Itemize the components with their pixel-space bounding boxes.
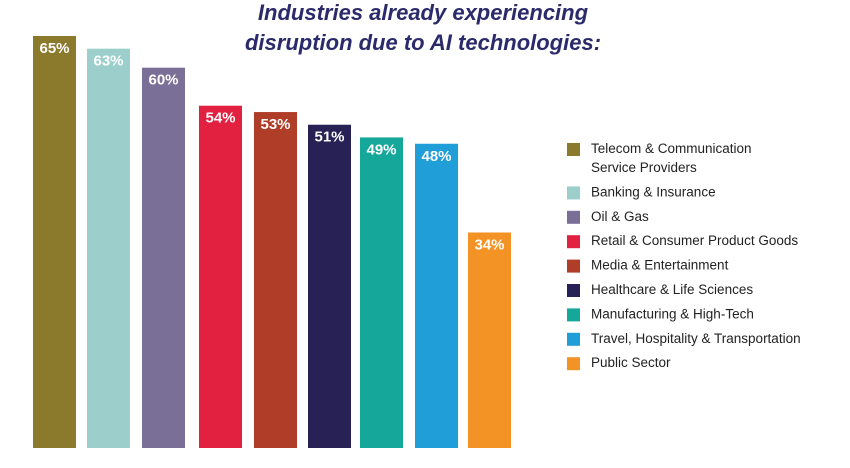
bar-value-label-3: 60% — [148, 72, 178, 89]
bar-8 — [415, 143, 458, 448]
legend-swatch-3 — [567, 210, 580, 224]
legend: Telecom & Communication Service Providers… — [567, 141, 801, 371]
bar-9 — [468, 232, 511, 448]
legend-swatch-1 — [567, 143, 580, 156]
bar-value-label-7: 49% — [366, 141, 396, 158]
legend-label-1-line-1: Telecom & Communication — [591, 141, 752, 156]
legend-swatch-2 — [567, 186, 580, 200]
bar-1 — [33, 36, 76, 448]
legend-label-3: Oil & Gas — [591, 209, 649, 224]
bar-value-label-2: 63% — [93, 53, 123, 70]
legend-label-2: Banking & Insurance — [591, 184, 716, 199]
bar-value-label-4: 54% — [205, 110, 235, 127]
legend-label-1-line-2: Service Providers — [591, 160, 697, 175]
legend-label-4: Retail & Consumer Product Goods — [591, 233, 798, 248]
bars-group: 65% 63% 60% 54% 53% 51% 49% 48% 34% — [33, 36, 511, 449]
legend-swatch-5 — [567, 259, 580, 273]
legend-label-9: Public Sector — [591, 355, 671, 370]
bar-3 — [142, 67, 185, 448]
bar-2 — [87, 48, 130, 449]
bar-4 — [199, 105, 242, 448]
bar-value-label-5: 53% — [260, 116, 290, 133]
legend-label-5: Media & Entertainment — [591, 258, 729, 273]
legend-swatch-6 — [567, 284, 580, 297]
legend-label-6: Healthcare & Life Sciences — [591, 282, 753, 297]
legend-swatch-7 — [567, 308, 580, 322]
chart-title-line-2: disruption due to AI technologies: — [245, 30, 601, 55]
legend-swatch-9 — [567, 357, 580, 371]
bar-6 — [308, 124, 351, 448]
bar-value-label-6: 51% — [314, 129, 344, 146]
bar-5 — [254, 112, 297, 449]
bar-7 — [360, 137, 403, 448]
bar-value-label-9: 34% — [474, 236, 504, 253]
chart-title-line-1: Industries already experiencing — [258, 0, 589, 25]
legend-label-7: Manufacturing & High-Tech — [591, 306, 754, 321]
legend-swatch-4 — [567, 235, 580, 249]
bar-value-label-1: 65% — [39, 40, 69, 57]
legend-label-8: Travel, Hospitality & Transportation — [591, 331, 801, 346]
legend-swatch-8 — [567, 332, 580, 346]
bar-value-label-8: 48% — [421, 148, 451, 165]
